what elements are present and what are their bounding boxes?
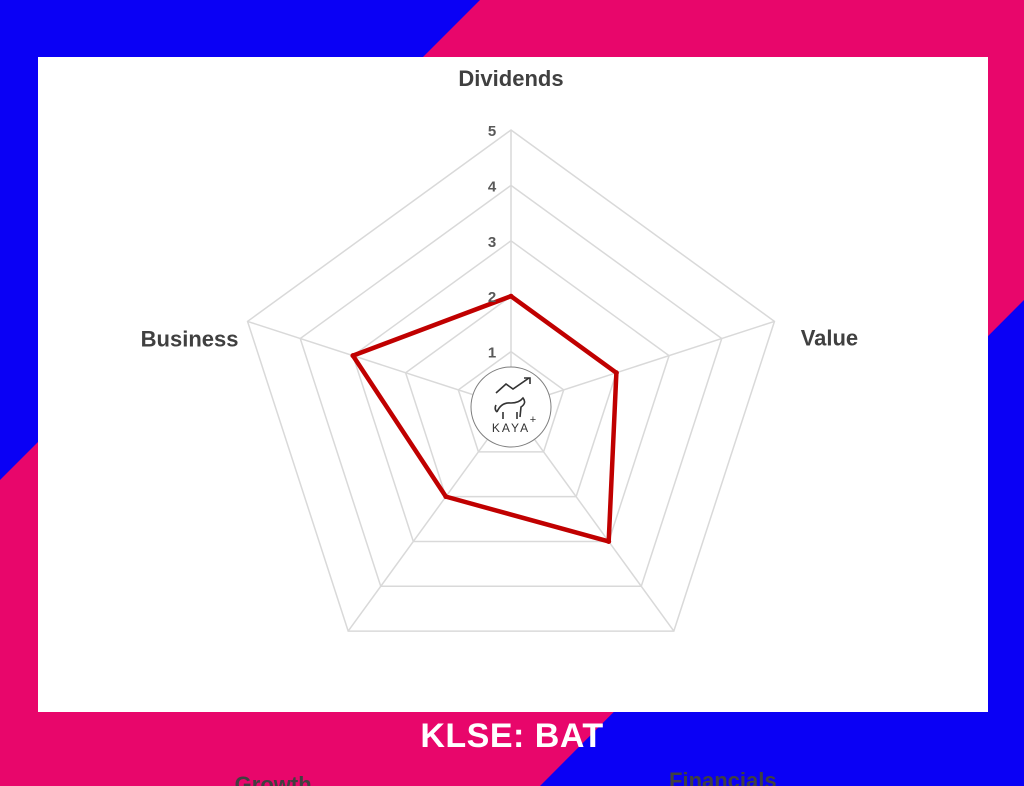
logo-plus: + bbox=[530, 414, 536, 426]
bull-chart-icon bbox=[494, 377, 531, 419]
grid-ring-3 bbox=[352, 239, 670, 543]
tick-label-2: 2 bbox=[488, 289, 496, 306]
radar-tick-labels: 1 2 3 4 5 bbox=[488, 123, 497, 362]
axis-label-dividends: Dividends bbox=[458, 66, 563, 91]
grid-ring-4 bbox=[299, 184, 723, 588]
logo-text: KAYA bbox=[492, 421, 530, 435]
kaya-logo: KAYA + bbox=[470, 366, 552, 448]
spoke-financials bbox=[510, 406, 675, 632]
series-point-financials bbox=[606, 538, 612, 544]
spoke-business bbox=[247, 320, 512, 408]
grid-ring-1 bbox=[457, 350, 565, 453]
axis-label-growth: Growth bbox=[235, 772, 312, 786]
ticker-title: KLSE: BAT bbox=[420, 717, 604, 755]
spoke-growth bbox=[347, 406, 512, 632]
series-point-growth bbox=[443, 494, 449, 500]
tick-label-1: 1 bbox=[488, 345, 496, 362]
series-point-dividends bbox=[508, 293, 514, 299]
grid-ring-5 bbox=[246, 129, 776, 632]
axis-label-financials: Financials bbox=[669, 768, 777, 786]
series-point-value bbox=[613, 370, 619, 376]
spoke-value bbox=[510, 320, 775, 408]
series-point-business bbox=[350, 353, 356, 359]
series-line-0 bbox=[350, 293, 619, 544]
radar-axis-labels: Dividends Value Financials Growth Business bbox=[141, 66, 859, 786]
logo-circle bbox=[470, 366, 552, 448]
radar-series bbox=[350, 293, 619, 544]
tick-label-4: 4 bbox=[488, 178, 497, 195]
radar-spokes bbox=[247, 130, 775, 632]
tick-label-5: 5 bbox=[488, 123, 496, 140]
tick-label-3: 3 bbox=[488, 234, 496, 251]
axis-label-business: Business bbox=[141, 326, 239, 351]
axis-label-value: Value bbox=[801, 325, 858, 350]
